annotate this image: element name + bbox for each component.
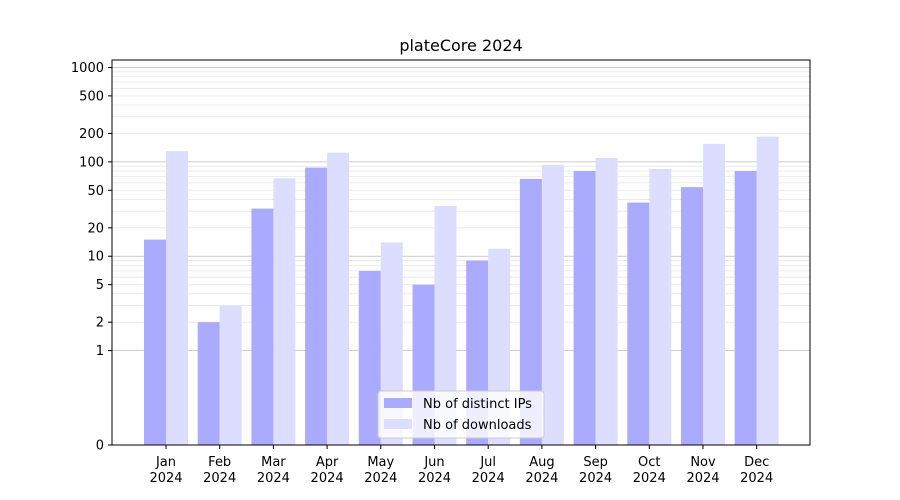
bar-downloads [434, 206, 457, 445]
x-axis: Jan2024Feb2024Mar2024Apr2024May2024Jun20… [149, 445, 773, 486]
y-tick-label: 2 [96, 316, 104, 331]
bar-downloads [219, 305, 242, 445]
y-axis: 0 1 2 5 10 20 50 100 200 500 1000 [71, 61, 112, 454]
y-tick-label: 5 [96, 278, 104, 293]
y-tick-label: 100 [79, 155, 104, 170]
bar-distinct-ips [305, 167, 328, 445]
bar-downloads [541, 164, 564, 445]
x-tick-label-month: Oct [638, 455, 660, 470]
legend-label-downloads: Nb of downloads [423, 418, 532, 433]
x-tick-label-month: Mar [261, 455, 286, 470]
x-tick-label-year: 2024 [149, 471, 182, 486]
bar-distinct-ips [144, 239, 166, 445]
x-tick-label-month: Jun [423, 455, 444, 470]
y-tick-label: 10 [87, 250, 104, 265]
bar-distinct-ips [627, 202, 650, 445]
bar-distinct-ips [358, 270, 381, 445]
y-tick-label: 50 [87, 184, 104, 199]
bar-distinct-ips [519, 178, 542, 445]
legend-box [377, 390, 545, 439]
bar-downloads [595, 157, 618, 445]
legend-label-distinct-ips: Nb of distinct IPs [423, 397, 532, 412]
x-tick-label-year: 2024 [311, 471, 344, 486]
bar-distinct-ips [573, 171, 596, 446]
bar-distinct-ips [681, 187, 703, 446]
bar-distinct-ips [734, 171, 757, 446]
x-tick-label-year: 2024 [203, 471, 236, 486]
x-tick-label-month: Dec [744, 455, 769, 470]
x-tick-label-year: 2024 [579, 471, 612, 486]
x-tick-label-month: Feb [208, 455, 231, 470]
x-tick-label-year: 2024 [257, 471, 290, 486]
legend-swatch-distinct-ips [384, 398, 412, 408]
x-tick-label-year: 2024 [418, 471, 451, 486]
x-tick-label-year: 2024 [472, 471, 505, 486]
x-tick-label-month: May [367, 455, 394, 470]
chart-title: plateCore 2024 [399, 36, 522, 55]
x-tick-label-year: 2024 [525, 471, 558, 486]
y-tick-label: 20 [87, 221, 104, 236]
bar-downloads [703, 143, 725, 445]
y-tick-label: 0 [96, 439, 104, 454]
bar-downloads [327, 152, 350, 445]
y-tick-label: 500 [79, 89, 104, 104]
x-tick-label-month: Aug [529, 455, 554, 470]
y-tick-label: 1 [96, 344, 104, 359]
x-tick-label-month: Jan [155, 455, 176, 470]
legend-swatch-downloads [384, 419, 412, 429]
bar-downloads [273, 178, 296, 445]
y-tick-label: 200 [79, 127, 104, 142]
legend: Nb of distinct IPs Nb of downloads [377, 390, 545, 439]
bar-downloads [649, 169, 672, 445]
bar-downloads [756, 136, 779, 445]
x-tick-label-year: 2024 [633, 471, 666, 486]
y-tick-label: 1000 [71, 61, 104, 76]
x-tick-label-month: Apr [316, 455, 339, 470]
x-tick-label-month: Jul [479, 455, 496, 470]
bar-distinct-ips [197, 322, 220, 445]
bar-downloads [166, 151, 188, 446]
x-tick-label-year: 2024 [686, 471, 719, 486]
x-tick-label-month: Nov [690, 455, 716, 470]
bar-distinct-ips [251, 208, 274, 445]
plot-frame [111, 59, 811, 446]
x-tick-label-month: Sep [583, 455, 608, 470]
x-tick-label-year: 2024 [364, 471, 397, 486]
x-tick-label-year: 2024 [740, 471, 773, 486]
